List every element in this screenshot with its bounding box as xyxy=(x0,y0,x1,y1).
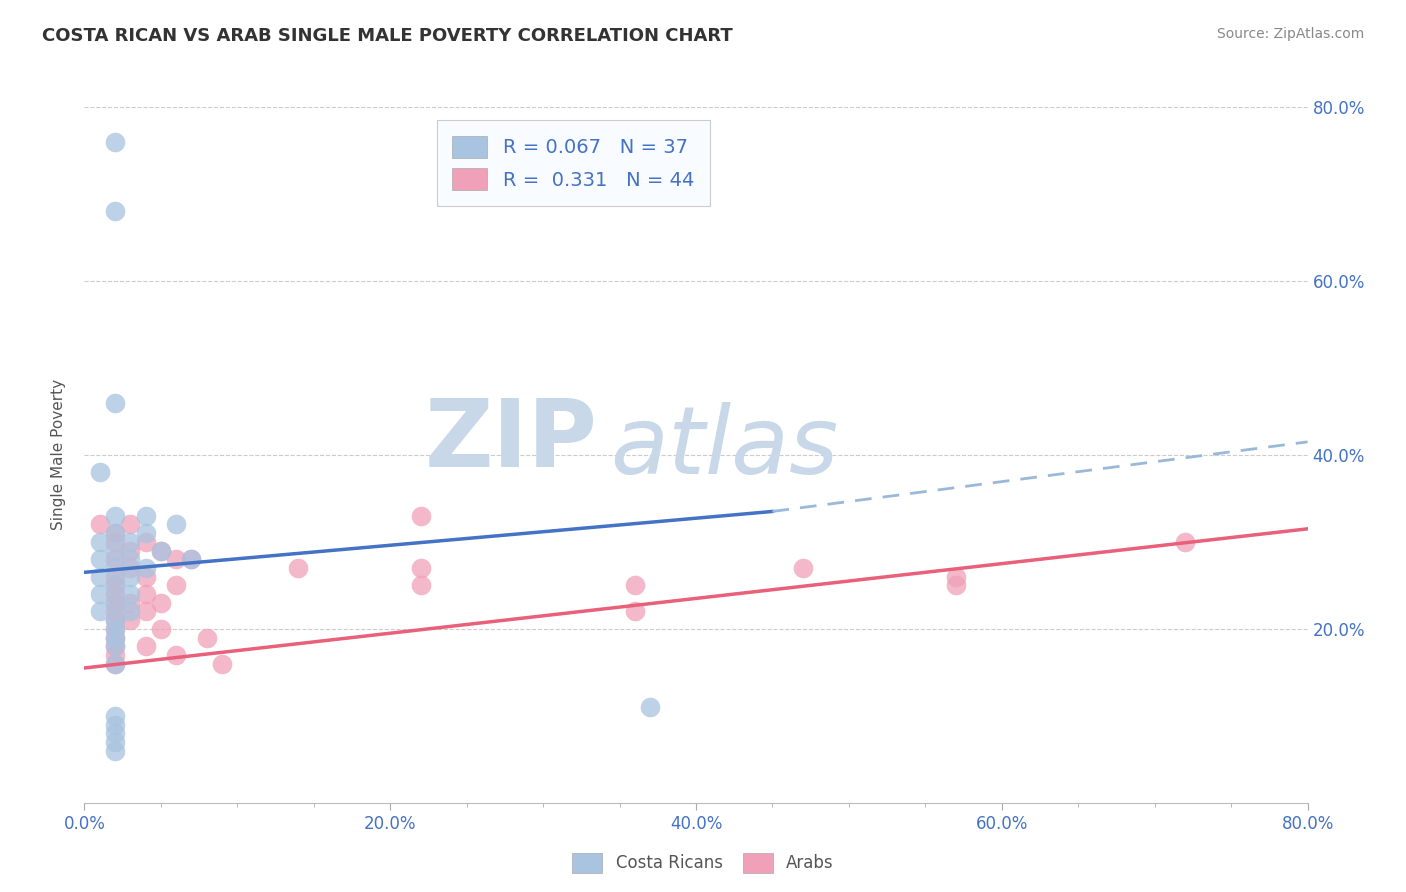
Point xyxy=(104,648,127,662)
Point xyxy=(149,543,172,558)
Point xyxy=(149,622,172,636)
Point xyxy=(89,466,111,480)
Point xyxy=(104,552,127,566)
Point xyxy=(104,578,127,592)
Point xyxy=(624,605,647,619)
Point xyxy=(104,526,127,541)
Point xyxy=(195,631,218,645)
Point xyxy=(104,135,127,149)
Point xyxy=(120,596,142,610)
Text: COSTA RICAN VS ARAB SINGLE MALE POVERTY CORRELATION CHART: COSTA RICAN VS ARAB SINGLE MALE POVERTY … xyxy=(42,27,733,45)
Point xyxy=(120,517,142,532)
Point xyxy=(89,587,111,601)
Point xyxy=(120,543,142,558)
Point xyxy=(135,508,157,523)
Point xyxy=(89,534,111,549)
Point xyxy=(104,708,127,723)
Point xyxy=(945,570,967,584)
Point xyxy=(104,613,127,627)
Text: atlas: atlas xyxy=(610,402,838,493)
Legend: R = 0.067   N = 37, R =  0.331   N = 44: R = 0.067 N = 37, R = 0.331 N = 44 xyxy=(437,120,710,206)
Point xyxy=(104,735,127,749)
Point xyxy=(120,570,142,584)
Point xyxy=(180,552,202,566)
Point xyxy=(104,596,127,610)
Point xyxy=(89,570,111,584)
Point xyxy=(792,561,814,575)
Point xyxy=(89,605,111,619)
Point xyxy=(104,726,127,740)
Point xyxy=(409,578,432,592)
Point xyxy=(165,648,187,662)
Point xyxy=(135,534,157,549)
Point xyxy=(104,639,127,653)
Y-axis label: Single Male Poverty: Single Male Poverty xyxy=(51,379,66,531)
Point xyxy=(287,561,309,575)
Point xyxy=(104,657,127,671)
Point xyxy=(120,561,142,575)
Point xyxy=(104,622,127,636)
Point xyxy=(638,700,661,714)
Point xyxy=(104,657,127,671)
Point xyxy=(409,561,432,575)
Point xyxy=(120,605,142,619)
Point xyxy=(104,396,127,410)
Point xyxy=(165,552,187,566)
Point xyxy=(104,534,127,549)
Point xyxy=(104,508,127,523)
Point xyxy=(945,578,967,592)
Point xyxy=(104,543,127,558)
Point xyxy=(409,508,432,523)
Point xyxy=(104,596,127,610)
Point xyxy=(135,526,157,541)
Point xyxy=(180,552,202,566)
Point xyxy=(135,605,157,619)
Point xyxy=(104,622,127,636)
Point xyxy=(135,639,157,653)
Point xyxy=(104,631,127,645)
Legend: Costa Ricans, Arabs: Costa Ricans, Arabs xyxy=(565,847,841,880)
Point xyxy=(89,552,111,566)
Point xyxy=(104,605,127,619)
Point xyxy=(120,587,142,601)
Point xyxy=(624,578,647,592)
Point xyxy=(104,631,127,645)
Text: Source: ZipAtlas.com: Source: ZipAtlas.com xyxy=(1216,27,1364,41)
Point xyxy=(104,561,127,575)
Point xyxy=(120,552,142,566)
Point xyxy=(104,204,127,219)
Point xyxy=(89,517,111,532)
Point xyxy=(104,587,127,601)
Point xyxy=(165,578,187,592)
Point xyxy=(211,657,233,671)
Point xyxy=(165,517,187,532)
Point xyxy=(120,613,142,627)
Point xyxy=(104,639,127,653)
Point xyxy=(104,717,127,731)
Point xyxy=(104,613,127,627)
Text: ZIP: ZIP xyxy=(425,395,598,487)
Point xyxy=(1174,534,1197,549)
Point xyxy=(104,744,127,758)
Point xyxy=(104,578,127,592)
Point xyxy=(135,570,157,584)
Point xyxy=(135,587,157,601)
Point xyxy=(104,526,127,541)
Point xyxy=(135,561,157,575)
Point xyxy=(149,543,172,558)
Point xyxy=(104,570,127,584)
Point xyxy=(120,534,142,549)
Point xyxy=(149,596,172,610)
